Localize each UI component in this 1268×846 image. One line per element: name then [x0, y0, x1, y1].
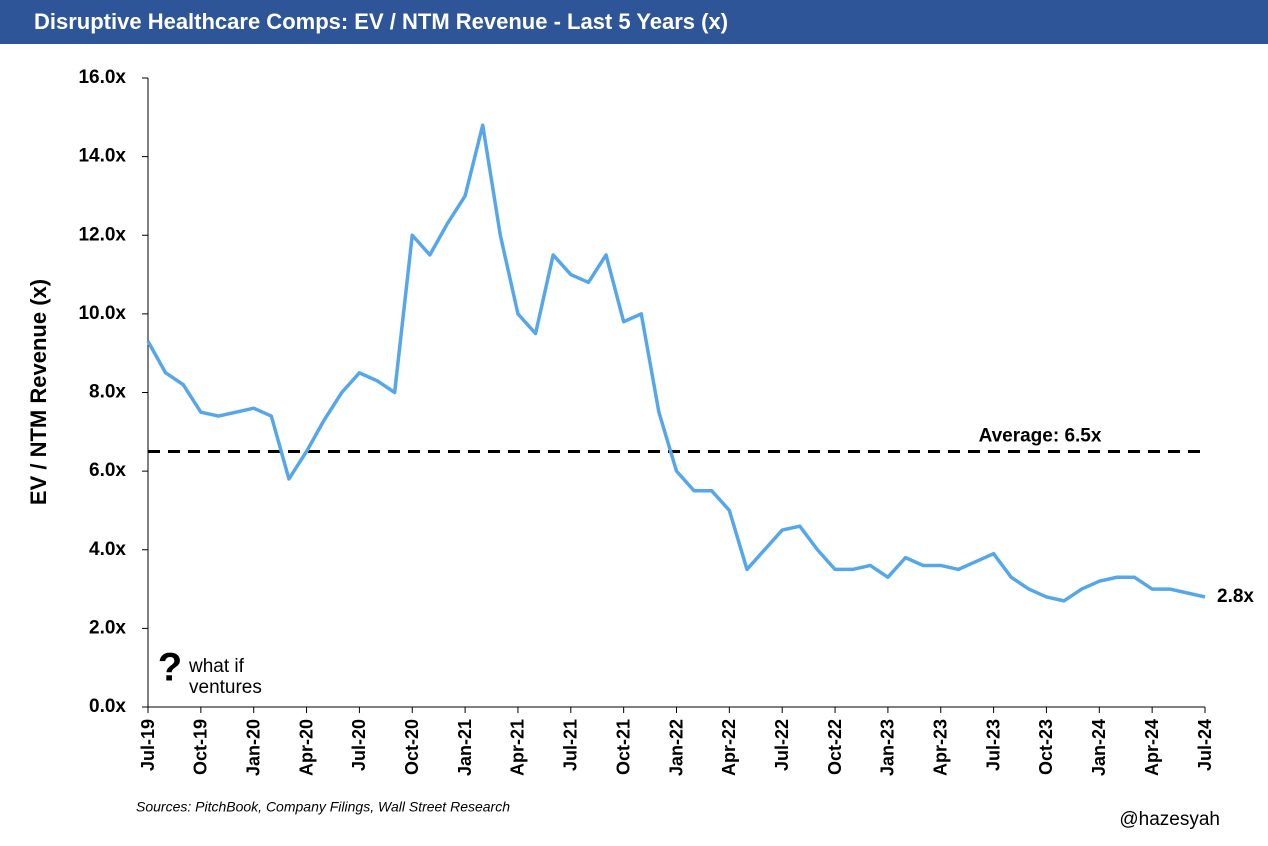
y-tick-label: 12.0x [78, 224, 126, 245]
x-tick-label: Jul-20 [349, 719, 369, 771]
x-tick-label: Oct-19 [191, 719, 211, 775]
x-tick-label: Oct-23 [1036, 719, 1056, 775]
x-tick-label: Jul-22 [772, 719, 792, 771]
x-tick-label: Apr-21 [508, 719, 528, 776]
x-tick-label: Apr-23 [931, 719, 951, 776]
handle: @hazesyah [1119, 809, 1220, 830]
average-label: Average: 6.5x [979, 425, 1102, 446]
x-tick-label: Jan-23 [878, 719, 898, 776]
x-tick-label: Jan-20 [243, 719, 263, 776]
y-tick-label: 2.0x [89, 617, 126, 638]
y-tick-label: 8.0x [89, 382, 126, 403]
logo-text: what if [188, 656, 245, 677]
chart-title: Disruptive Healthcare Comps: EV / NTM Re… [34, 9, 728, 34]
logo-text: ventures [189, 677, 262, 698]
x-tick-label: Jul-19 [138, 719, 158, 771]
x-tick-label: Apr-22 [719, 719, 739, 776]
y-tick-label: 16.0x [78, 67, 126, 88]
source: Sources: PitchBook, Company Filings, Wal… [136, 799, 510, 815]
x-tick-label: Oct-21 [613, 719, 633, 775]
title-banner [0, 0, 1268, 44]
x-tick-label: Jan-22 [666, 719, 686, 776]
y-axis-label: EV / NTM Revenue (x) [26, 279, 51, 505]
x-tick-label: Jul-21 [561, 719, 581, 771]
x-tick-label: Apr-20 [296, 719, 316, 776]
x-tick-label: Oct-20 [402, 719, 422, 775]
x-tick-label: Jul-23 [983, 719, 1003, 771]
x-tick-label: Apr-24 [1142, 719, 1162, 776]
x-tick-label: Jan-24 [1089, 719, 1109, 776]
y-tick-label: 6.0x [89, 460, 126, 481]
logo-mark: ? [158, 646, 182, 690]
x-tick-label: Jan-21 [455, 719, 475, 776]
y-tick-label: 4.0x [89, 539, 126, 560]
x-tick-label: Oct-22 [825, 719, 845, 775]
end-label: 2.8x [1217, 586, 1254, 607]
y-tick-label: 10.0x [78, 303, 126, 324]
data-line [146, 123, 1206, 603]
x-tick-label: Jul-24 [1195, 719, 1215, 771]
y-tick-label: 0.0x [89, 696, 126, 717]
y-tick-label: 14.0x [78, 146, 126, 167]
